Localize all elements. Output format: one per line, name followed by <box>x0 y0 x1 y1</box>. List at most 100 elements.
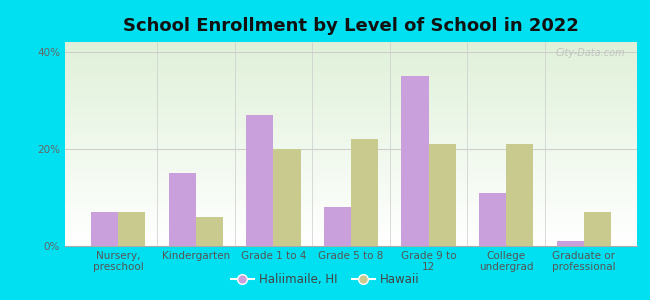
Bar <box>65 45 637 46</box>
Bar <box>65 142 637 143</box>
Bar <box>65 59 637 60</box>
Bar <box>65 228 637 229</box>
Bar <box>65 98 637 99</box>
Bar <box>65 102 637 103</box>
Bar <box>65 179 637 180</box>
Bar <box>65 188 637 189</box>
Bar <box>65 77 637 78</box>
Bar <box>65 105 637 106</box>
Bar <box>65 221 637 223</box>
Bar <box>65 74 637 75</box>
Bar <box>65 195 637 196</box>
Bar <box>65 214 637 215</box>
Bar <box>65 123 637 124</box>
Bar <box>65 150 637 151</box>
Bar <box>65 185 637 186</box>
Bar <box>65 205 637 206</box>
Bar <box>65 135 637 136</box>
Bar <box>65 46 637 47</box>
Bar <box>402 76 428 246</box>
Bar <box>65 99 637 100</box>
Bar <box>65 182 637 183</box>
Bar <box>65 241 637 242</box>
Bar <box>65 216 637 217</box>
Bar <box>65 129 637 130</box>
Bar <box>65 107 637 108</box>
Bar <box>65 208 637 209</box>
Bar <box>65 161 637 162</box>
Bar <box>65 109 637 110</box>
Bar <box>351 139 378 246</box>
Bar <box>65 183 637 184</box>
Bar <box>65 215 637 216</box>
Bar <box>65 160 637 161</box>
Bar <box>506 144 534 246</box>
Bar <box>65 223 637 224</box>
Bar <box>65 209 637 210</box>
Bar <box>65 148 637 149</box>
Bar <box>65 226 637 228</box>
Bar <box>65 83 637 84</box>
Bar <box>65 51 637 52</box>
Bar <box>246 115 274 246</box>
Bar <box>65 43 637 44</box>
Bar <box>65 80 637 81</box>
Bar <box>65 89 637 90</box>
Bar <box>479 193 506 246</box>
Bar <box>196 217 223 246</box>
Bar <box>65 124 637 126</box>
Bar <box>65 57 637 58</box>
Bar <box>65 240 637 241</box>
Bar <box>65 49 637 50</box>
Bar <box>65 106 637 107</box>
Bar <box>65 231 637 232</box>
Bar <box>168 173 196 246</box>
Bar <box>65 114 637 116</box>
Bar <box>65 130 637 131</box>
Bar <box>65 187 637 188</box>
Bar <box>324 207 351 246</box>
Bar <box>65 81 637 82</box>
Bar <box>65 236 637 237</box>
Bar <box>65 108 637 109</box>
Bar <box>65 202 637 203</box>
Bar <box>65 158 637 159</box>
Bar <box>65 169 637 170</box>
Bar <box>65 154 637 155</box>
Bar <box>65 157 637 158</box>
Bar <box>65 155 637 156</box>
Bar <box>65 169 637 170</box>
Bar <box>65 175 637 176</box>
Bar <box>65 198 637 199</box>
Bar <box>65 58 637 59</box>
Bar <box>65 199 637 200</box>
Bar <box>65 245 637 246</box>
Legend: Haliimaile, HI, Hawaii: Haliimaile, HI, Hawaii <box>226 268 424 291</box>
Bar <box>65 172 637 174</box>
Bar <box>65 126 637 127</box>
Bar <box>65 212 637 213</box>
Bar <box>556 241 584 246</box>
Bar <box>65 200 637 201</box>
Bar <box>65 177 637 178</box>
Bar <box>65 225 637 226</box>
Bar <box>65 232 637 233</box>
Text: City-Data.com: City-Data.com <box>556 48 625 58</box>
Bar <box>65 48 637 49</box>
Bar <box>65 204 637 205</box>
Bar <box>65 63 637 64</box>
Bar <box>65 60 637 62</box>
Bar <box>65 79 637 80</box>
Bar <box>65 191 637 192</box>
Bar <box>65 42 637 43</box>
Bar <box>65 52 637 53</box>
Bar <box>65 189 637 190</box>
Bar <box>65 151 637 152</box>
Bar <box>65 64 637 65</box>
Bar <box>65 196 637 197</box>
Bar <box>65 206 637 207</box>
Bar <box>65 165 637 166</box>
Bar <box>65 127 637 128</box>
Bar <box>65 133 637 134</box>
Bar <box>65 100 637 101</box>
